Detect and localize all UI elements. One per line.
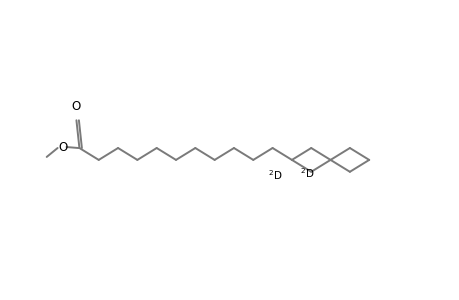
Text: $^{2}$D: $^{2}$D bbox=[299, 166, 313, 180]
Text: $^{2}$D: $^{2}$D bbox=[267, 168, 281, 182]
Text: O: O bbox=[72, 100, 81, 113]
Text: O: O bbox=[58, 140, 67, 154]
